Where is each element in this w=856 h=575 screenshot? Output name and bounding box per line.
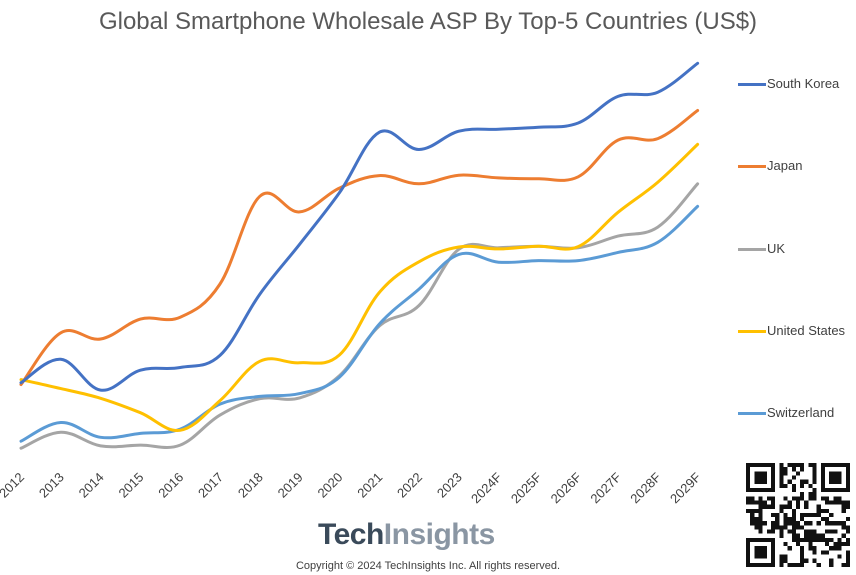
legend-label: Switzerland — [767, 405, 835, 420]
legend-item-switzerland: Switzerland — [738, 403, 856, 423]
x-tick-label: 2020 — [314, 470, 345, 501]
series-line-uk — [19, 182, 700, 450]
series-lines — [19, 61, 700, 450]
series-line-japan — [19, 109, 700, 387]
x-tick-label: 2029F — [667, 469, 704, 506]
series-line-united-states — [19, 142, 700, 432]
x-axis-tick-labels: 2012 2013 2014 2015 2016 2017 2018 2019 2020 2021… — [0, 469, 704, 506]
legend-item-japan: Japan — [738, 156, 856, 176]
legend-item-united-states: United States — [738, 321, 856, 341]
x-tick-label: 2019 — [275, 470, 306, 501]
legend-swatch — [738, 248, 766, 251]
x-tick-label: 2023 — [434, 470, 465, 501]
series-line-switzerland — [19, 204, 700, 443]
copyright-notice: Copyright © 2024 TechInsights Inc. All r… — [295, 560, 561, 572]
x-tick-label: 2021 — [354, 470, 385, 501]
qr-code — [746, 463, 850, 567]
legend-item-south-korea: South Korea — [738, 74, 856, 94]
techinsights-logo: TechInsights — [318, 518, 495, 552]
x-tick-label: 2013 — [36, 470, 67, 501]
x-tick-label: 2017 — [195, 470, 226, 501]
x-tick-label: 2022 — [394, 470, 425, 501]
series-line-south-korea — [19, 61, 700, 392]
x-tick-label: 2012 — [0, 470, 27, 501]
x-tick-label: 2027F — [587, 469, 624, 506]
legend-swatch — [738, 83, 766, 86]
legend-label: Japan — [767, 158, 803, 173]
x-tick-label: 2025F — [508, 469, 545, 506]
legend-item-uk: UK — [738, 239, 856, 259]
brand-text-tech: Tech — [318, 518, 384, 551]
legend-swatch — [738, 165, 766, 168]
x-tick-label: 2018 — [235, 470, 266, 501]
legend-swatch — [738, 330, 766, 333]
x-tick-label: 2024F — [468, 469, 505, 506]
brand-text-insights: Insights — [383, 518, 496, 551]
legend-label: UK — [767, 241, 786, 256]
x-tick-label: 2016 — [155, 470, 186, 501]
legend-label: South Korea — [767, 76, 840, 91]
x-tick-label: 2014 — [76, 470, 107, 501]
legend-swatch — [738, 412, 766, 415]
x-tick-label: 2015 — [115, 470, 146, 501]
x-tick-label: 2026F — [548, 469, 585, 506]
chart-title: Global Smartphone Wholesale ASP By Top-5… — [98, 8, 758, 35]
x-tick-label: 2028F — [627, 469, 664, 506]
legend-label: United States — [767, 323, 846, 338]
